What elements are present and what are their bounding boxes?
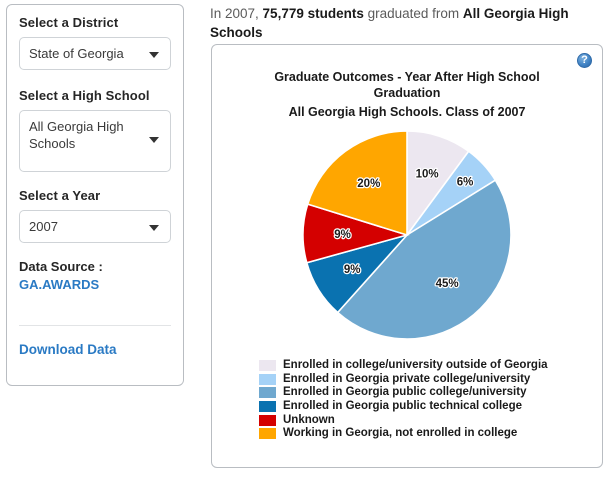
pie-chart-svg: 10% 6% 45% 9% 9% 20% — [302, 130, 512, 340]
district-label: Select a District — [19, 15, 119, 30]
district-select-value: State of Georgia — [29, 46, 124, 61]
headline-prefix: In 2007, — [210, 6, 263, 21]
help-icon[interactable]: ? — [577, 53, 592, 68]
data-source-label: Data Source : — [19, 259, 103, 274]
chart-panel: ? Graduate Outcomes - Year After High Sc… — [211, 44, 603, 468]
legend-color-swatch — [259, 414, 276, 426]
high-school-select-value: All Georgia High Schools — [29, 119, 124, 151]
legend-item[interactable]: Enrolled in college/university outside o… — [259, 359, 589, 373]
legend-label: Unknown — [283, 413, 335, 426]
chart-legend: Enrolled in college/university outside o… — [259, 359, 589, 441]
summary-sentence: In 2007, 75,779 students graduated from … — [210, 4, 600, 42]
download-data-link[interactable]: Download Data — [19, 342, 117, 357]
district-select[interactable]: State of Georgia — [19, 37, 171, 70]
legend-label: Enrolled in college/university outside o… — [283, 359, 548, 372]
legend-color-swatch — [259, 428, 276, 440]
pie-slice-label: 6% — [457, 176, 474, 188]
pie-chart: 10% 6% 45% 9% 9% 20% — [212, 129, 602, 341]
legend-color-swatch — [259, 360, 276, 372]
legend-color-swatch — [259, 401, 276, 413]
pie-slice-label: 9% — [344, 264, 361, 276]
year-label: Select a Year — [19, 188, 101, 203]
high-school-label: Select a High School — [19, 88, 150, 103]
filters-sidebar: Select a District State of Georgia Selec… — [6, 4, 184, 386]
year-select-value: 2007 — [29, 219, 58, 234]
headline-entity: All Georgia High Schools — [210, 6, 569, 40]
year-select[interactable]: 2007 — [19, 210, 171, 243]
legend-label: Enrolled in Georgia public technical col… — [283, 400, 522, 413]
spacer — [19, 70, 171, 88]
legend-item[interactable]: Unknown — [259, 413, 589, 427]
sidebar-divider — [19, 325, 171, 326]
chevron-down-icon — [149, 137, 159, 143]
pie-slice-labels: 10% 6% 45% 9% 9% 20% — [333, 167, 475, 290]
legend-color-swatch — [259, 387, 276, 399]
headline-count: 75,779 students — [262, 6, 364, 21]
spacer — [19, 172, 171, 188]
legend-label: Enrolled in Georgia private college/univ… — [283, 372, 531, 385]
pie-slice-label: 20% — [357, 178, 380, 190]
data-source-link[interactable]: GA.AWARDS — [19, 277, 100, 292]
pie-slice-label: 9% — [334, 229, 351, 241]
headline-middle: graduated from — [363, 6, 463, 21]
pie-slice-label: 10% — [416, 169, 439, 181]
legend-item[interactable]: Enrolled in Georgia public college/unive… — [259, 386, 589, 400]
legend-item[interactable]: Working in Georgia, not enrolled in coll… — [259, 427, 589, 441]
chevron-down-icon — [149, 51, 159, 58]
pie-slice[interactable] — [336, 179, 512, 340]
chart-subtitle: All Georgia High Schools. Class of 2007 — [288, 105, 526, 119]
legend-label: Enrolled in Georgia public college/unive… — [283, 386, 527, 399]
chevron-down-icon — [149, 224, 159, 231]
pie-slice-label: 45% — [436, 278, 459, 290]
pie-slice[interactable] — [306, 130, 408, 237]
chart-title: Graduate Outcomes - Year After High Scho… — [274, 70, 540, 100]
pie-slices — [302, 130, 512, 340]
high-school-select[interactable]: All Georgia High Schools — [19, 110, 171, 172]
legend-label: Working in Georgia, not enrolled in coll… — [283, 427, 518, 440]
legend-item[interactable]: Enrolled in Georgia private college/univ… — [259, 373, 589, 387]
legend-color-swatch — [259, 373, 276, 385]
legend-item[interactable]: Enrolled in Georgia public technical col… — [259, 400, 589, 414]
